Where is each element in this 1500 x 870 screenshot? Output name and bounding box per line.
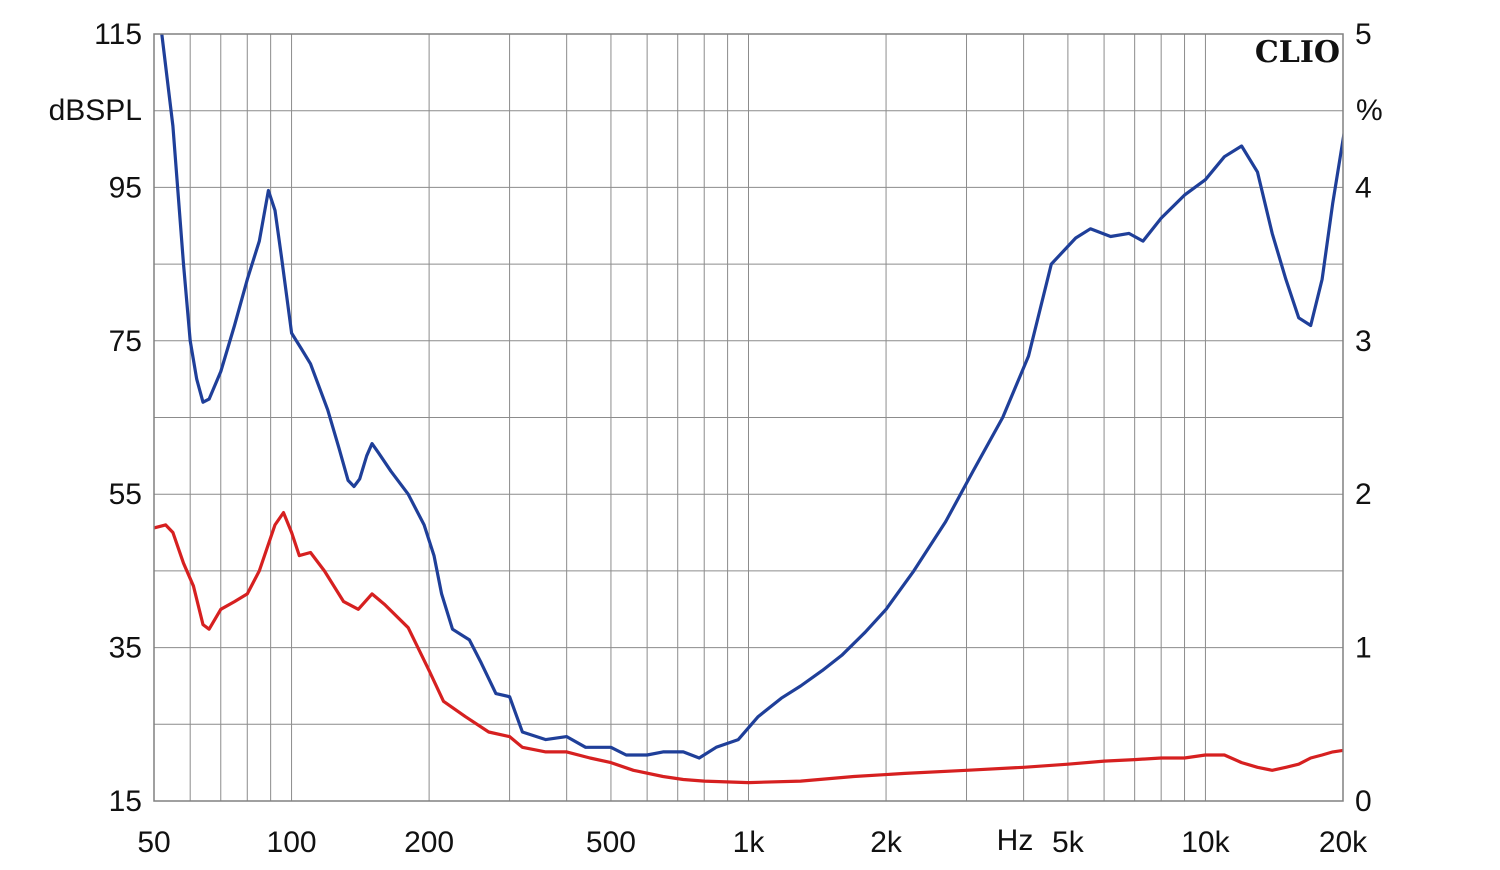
left-axis-ticks: 15 35 55 75 95 115 xyxy=(94,18,142,818)
right-axis-unit-label: % xyxy=(1356,94,1383,127)
left-axis-tick-label: 115 xyxy=(94,18,142,51)
x-axis-tick-label: 20k xyxy=(1319,826,1368,859)
right-axis-ticks: 0 1 2 3 4 5 xyxy=(1355,18,1372,818)
x-axis-ticks: 50 100 200 500 1k 2k 5k 10k 20k xyxy=(137,826,1368,859)
x-axis-tick-label: 2k xyxy=(870,826,903,859)
left-axis-unit-label: dBSPL xyxy=(49,94,142,127)
x-axis-tick-label: 10k xyxy=(1181,826,1230,859)
x-axis-tick-label: 500 xyxy=(586,826,636,859)
right-axis-tick-label: 2 xyxy=(1355,478,1372,511)
x-axis-tick-label: 1k xyxy=(733,826,766,859)
right-axis-tick-label: 5 xyxy=(1355,18,1372,51)
right-axis-tick-label: 0 xyxy=(1355,785,1372,818)
plot-frame xyxy=(153,33,1344,802)
left-axis-tick-label: 35 xyxy=(109,632,142,665)
left-axis-tick-label: 15 xyxy=(109,785,142,818)
right-axis-tick-label: 4 xyxy=(1355,171,1372,204)
grid xyxy=(154,34,1343,801)
x-axis-tick-label: 100 xyxy=(267,826,317,859)
x-axis-tick-label: 5k xyxy=(1052,826,1085,859)
left-axis-tick-label: 75 xyxy=(109,325,142,358)
series-line-1 xyxy=(160,34,1343,760)
series-layer xyxy=(154,34,1343,785)
x-axis-tick-label: 200 xyxy=(404,826,454,859)
left-axis-tick-label: 55 xyxy=(109,478,142,511)
right-axis-tick-label: 3 xyxy=(1355,325,1372,358)
brand-watermark: CLIO xyxy=(1255,35,1340,70)
right-axis-tick-label: 1 xyxy=(1355,632,1372,665)
x-axis-tick-label: 50 xyxy=(137,826,170,859)
series-line-2 xyxy=(154,511,1343,785)
left-axis-tick-label: 95 xyxy=(109,171,142,204)
x-axis-unit-label: Hz xyxy=(997,824,1034,857)
